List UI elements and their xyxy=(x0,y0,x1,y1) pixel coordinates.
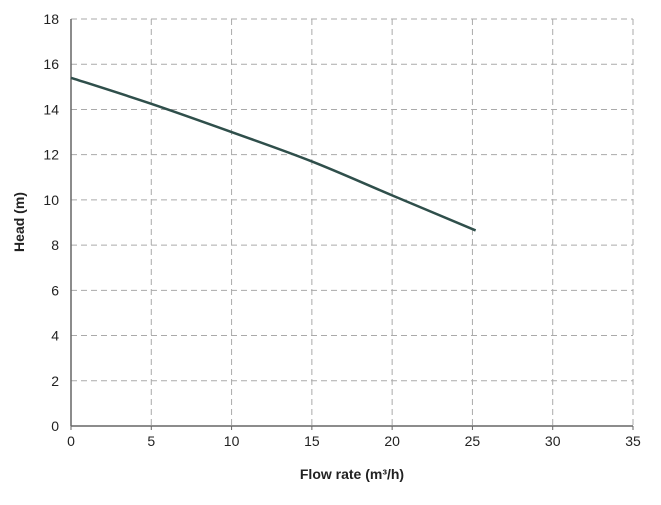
y-tick-label: 12 xyxy=(43,147,59,163)
x-tick-label: 25 xyxy=(465,433,481,449)
x-tick-label: 5 xyxy=(147,433,155,449)
axes xyxy=(70,19,634,430)
x-axis-label: Flow rate (m³/h) xyxy=(300,466,404,482)
x-tick-labels: 0 5 10 15 20 25 30 35 xyxy=(67,433,641,449)
x-tick-label: 20 xyxy=(384,433,400,449)
y-tick-label: 6 xyxy=(51,282,59,298)
y-tick-labels: 0 2 4 6 8 10 12 14 16 18 xyxy=(43,11,59,434)
y-axis-label: Head (m) xyxy=(11,192,27,252)
y-tick-label: 14 xyxy=(43,101,59,117)
x-tick-label: 30 xyxy=(545,433,561,449)
series xyxy=(70,76,477,232)
grid xyxy=(71,18,634,426)
y-tick-label: 2 xyxy=(51,373,59,389)
x-tick-label: 15 xyxy=(304,433,320,449)
y-tick-label: 18 xyxy=(43,11,59,27)
y-tick-label: 16 xyxy=(43,56,59,72)
x-tick-label: 35 xyxy=(625,433,641,449)
y-tick-label: 10 xyxy=(43,192,59,208)
x-tick-label: 10 xyxy=(224,433,240,449)
y-tick-label: 4 xyxy=(51,328,59,344)
head-curve-line xyxy=(70,76,477,232)
y-tick-label: 0 xyxy=(51,418,59,434)
y-tick-label: 8 xyxy=(51,237,59,253)
x-tick-label: 0 xyxy=(67,433,75,449)
